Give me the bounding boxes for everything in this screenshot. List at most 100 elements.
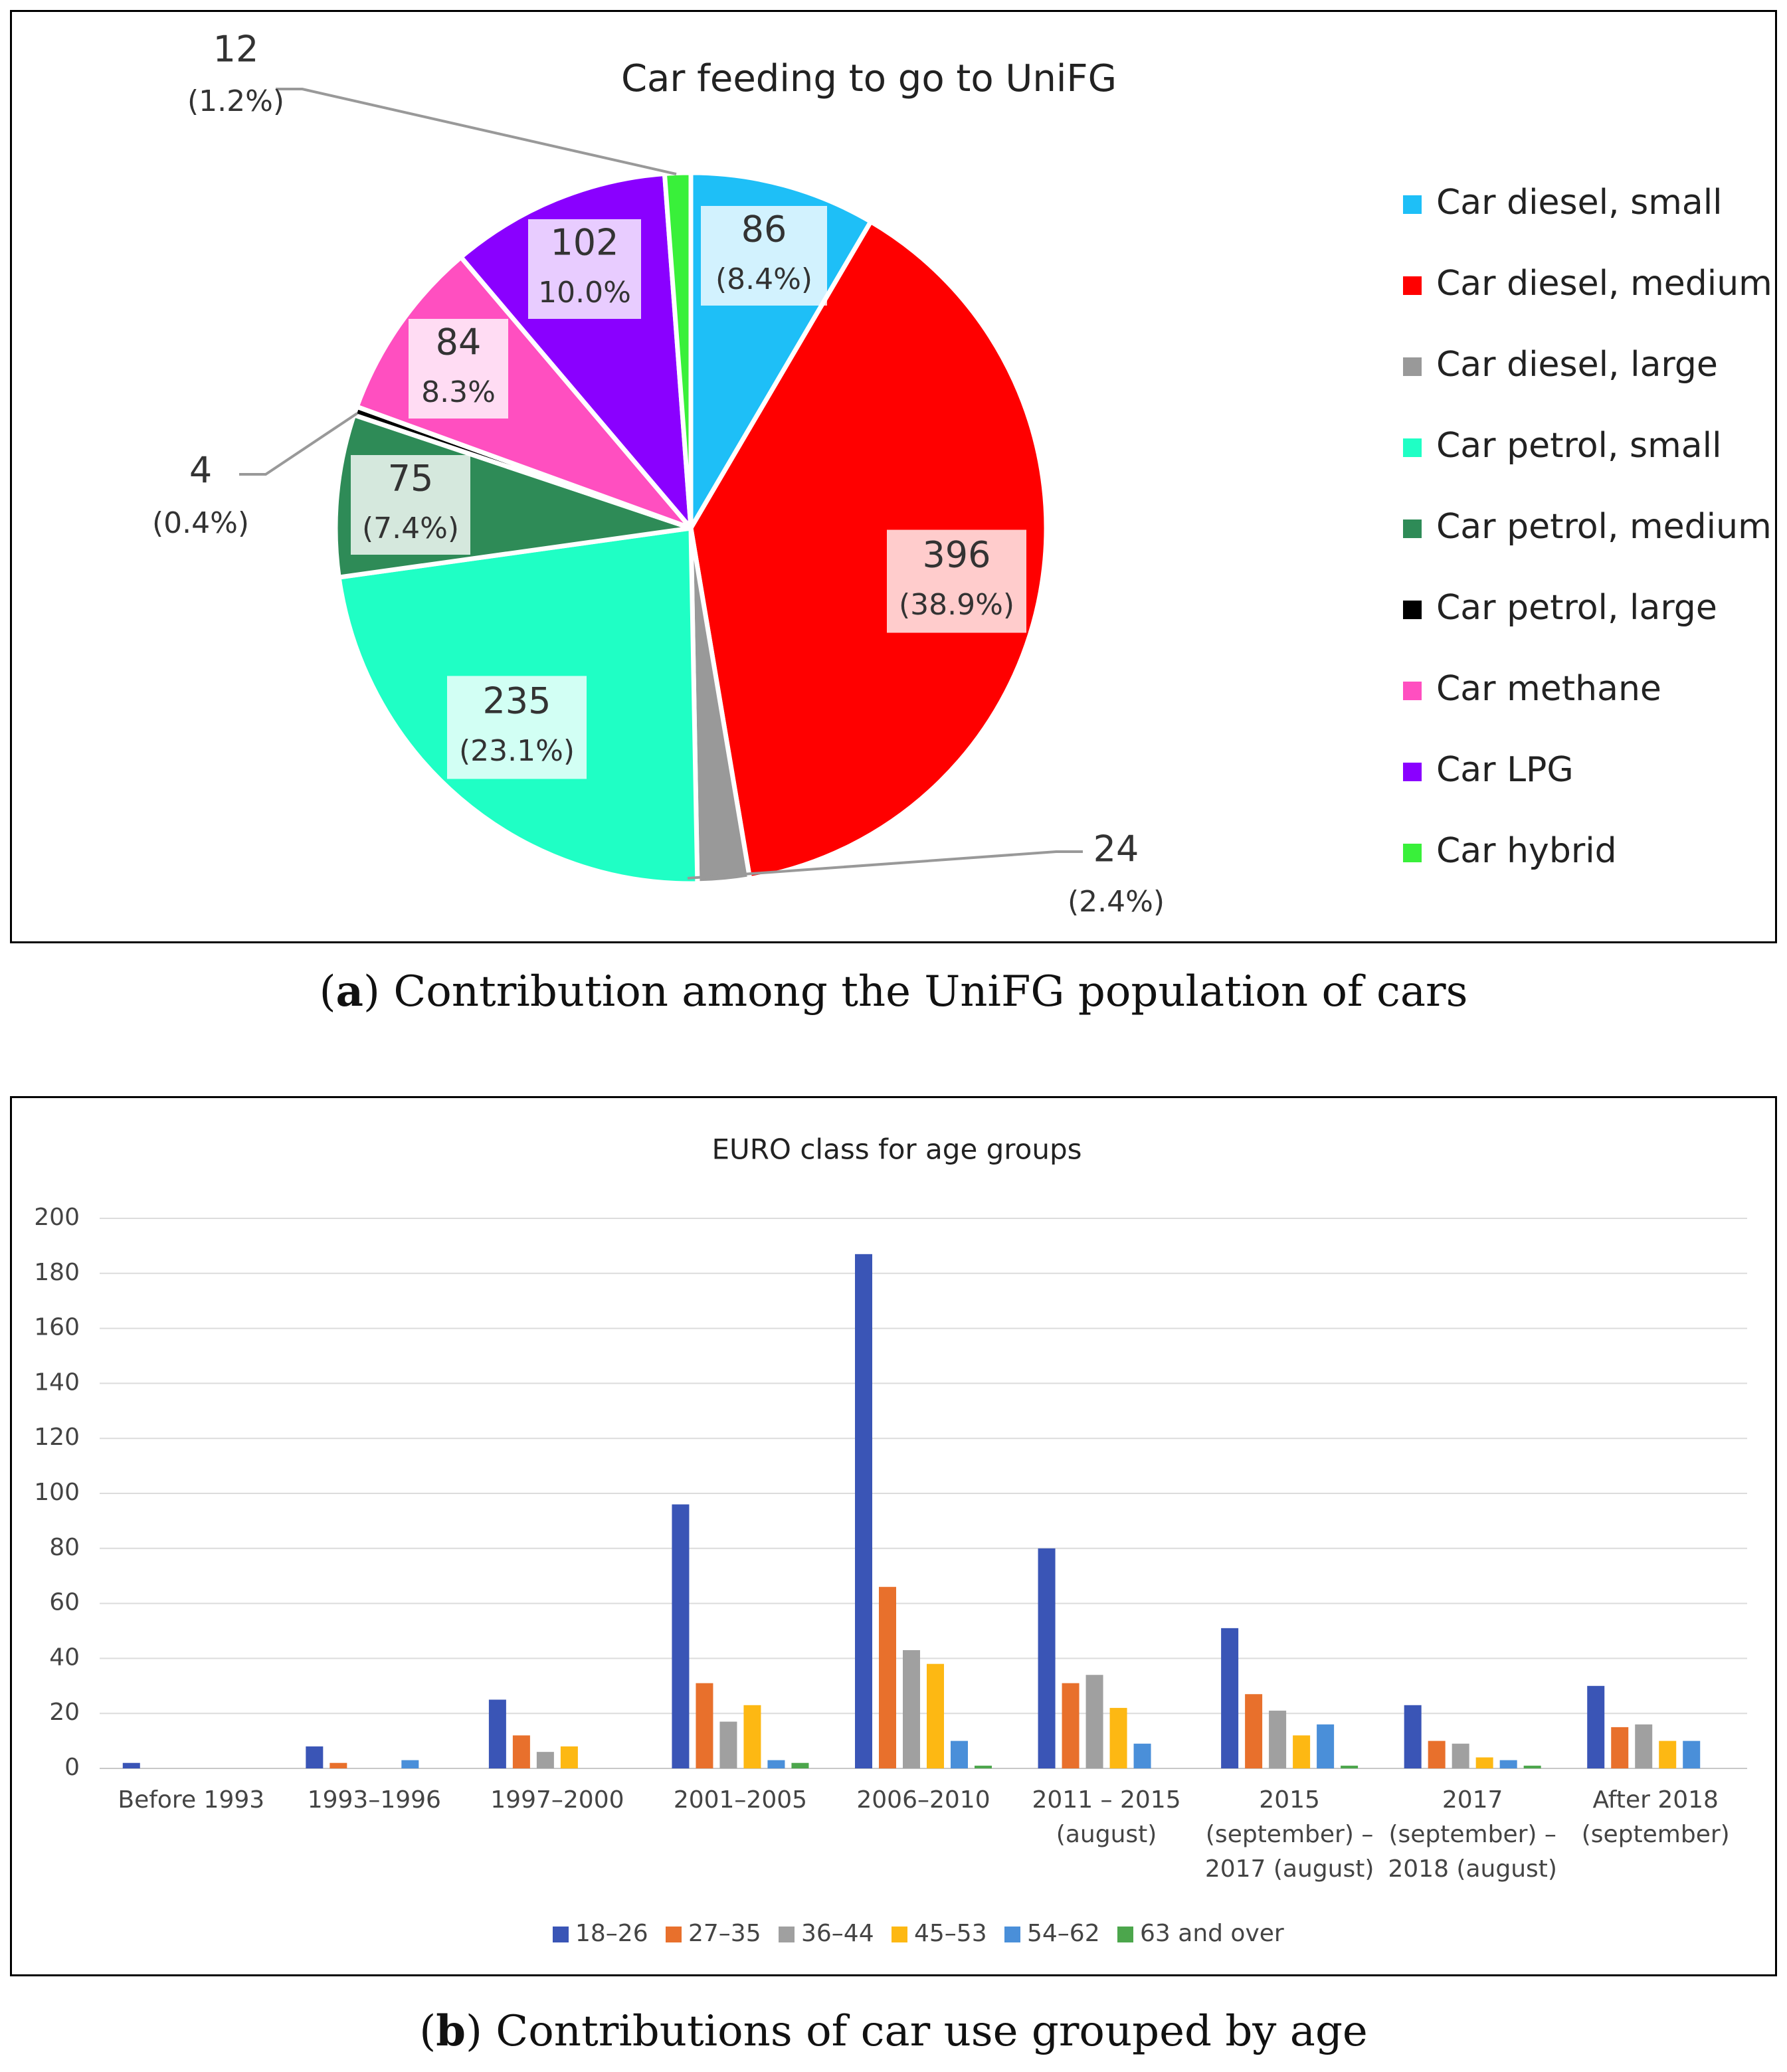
bar-54-62-4 [951, 1741, 968, 1768]
legend-label-18-26: 18–26 [575, 1920, 648, 1947]
legend-label-car-petrol-small: Car petrol, small [1436, 426, 1722, 466]
bar-chart: EURO class for age groups 0 20 40 60 80 100 120… [34, 1133, 1747, 1947]
legend-label-car-hybrid: Car hybrid [1436, 831, 1617, 871]
data-label-pct-car-diesel-medium: (38.9%) [899, 588, 1014, 622]
x-tick-label-1-0: 1993–1996 [308, 1786, 441, 1814]
legend-swatch-car-diesel-medium [1403, 276, 1422, 295]
bar-18-26-4 [855, 1254, 872, 1768]
legend-swatch-car-petrol-large [1403, 601, 1422, 619]
legend-swatch-63-and-over [1117, 1927, 1133, 1942]
data-label-box-car-lpg [528, 219, 641, 319]
legend-swatch-car-lpg [1403, 763, 1422, 781]
legend-swatch-car-petrol-small [1403, 438, 1422, 457]
data-label-value-car-petrol-small: 235 [482, 680, 551, 722]
x-tick-label-5-0: 2011 – 2015 [1032, 1786, 1180, 1814]
data-label-box-car-petrol-small [447, 676, 587, 779]
legend-swatch-car-petrol-medium [1403, 519, 1422, 538]
bar-36-44-8 [1635, 1724, 1653, 1768]
bar-36-44-4 [903, 1649, 920, 1768]
bar-18-26-5 [1038, 1548, 1056, 1768]
y-tick-label-140: 140 [34, 1368, 80, 1396]
bar-18-26-0 [122, 1762, 140, 1768]
bar-54-62-6 [1317, 1724, 1335, 1768]
y-tick-label-80: 80 [49, 1534, 80, 1561]
caption-b-letter: b [436, 2006, 466, 2056]
bar-18-26-2 [488, 1699, 506, 1768]
bar-45-53-2 [560, 1746, 578, 1768]
legend-label-63-and-over: 63 and over [1140, 1920, 1284, 1947]
legend-swatch-54-62 [1004, 1927, 1020, 1942]
data-label-box-car-diesel-medium [887, 529, 1026, 633]
bar-27-35-8 [1611, 1727, 1629, 1768]
data-label-pct-car-lpg: 10.0% [538, 276, 631, 310]
bar-36-44-7 [1452, 1743, 1469, 1768]
pie-slice-car-diesel-medium [688, 219, 1049, 882]
y-tick-label-160: 160 [34, 1314, 80, 1341]
legend-label-54-62: 54–62 [1027, 1920, 1100, 1947]
y-tick-label-0: 0 [64, 1754, 80, 1781]
data-label-box-car-methane [409, 319, 508, 419]
bar-18-26-3 [672, 1504, 690, 1768]
data-label-pct-car-petrol-medium: (7.4%) [362, 512, 459, 545]
data-label-pct-car-diesel-small: (8.4%) [715, 262, 812, 296]
caption-b: (b) Contributions of car use grouped by … [419, 2006, 1368, 2056]
data-label-value-car-diesel-large: 24 [1093, 828, 1139, 870]
legend-label-car-methane: Car methane [1436, 669, 1661, 709]
data-label-value-car-lpg: 102 [550, 222, 618, 264]
bar-45-53-3 [743, 1705, 761, 1768]
bar-27-35-3 [696, 1683, 713, 1768]
pie-title: Car feeding to go to UniFG [621, 57, 1117, 100]
y-tick-label-100: 100 [34, 1479, 80, 1506]
bar-45-53-6 [1293, 1735, 1311, 1768]
bar-54-62-7 [1499, 1760, 1517, 1768]
data-label-box-car-diesel-small [701, 206, 827, 306]
legend-label-car-diesel-small: Car diesel, small [1436, 183, 1723, 223]
data-label-pct-car-petrol-large: (0.4%) [152, 506, 249, 540]
bar-54-62-5 [1133, 1743, 1151, 1768]
bar-45-53-5 [1109, 1707, 1127, 1768]
bar-18-26-8 [1587, 1685, 1605, 1768]
data-label-value-car-petrol-large: 4 [189, 450, 212, 492]
bar-36-44-2 [536, 1752, 554, 1768]
bar-title: EURO class for age groups [711, 1133, 1082, 1166]
bar-45-53-7 [1475, 1757, 1493, 1768]
legend-swatch-36-44 [779, 1927, 795, 1942]
legend-swatch-car-methane [1403, 682, 1422, 700]
bar-27-35-7 [1428, 1741, 1446, 1768]
y-tick-label-60: 60 [49, 1589, 80, 1616]
x-tick-label-2-0: 1997–2000 [490, 1786, 624, 1814]
bar-18-26-7 [1404, 1705, 1422, 1768]
legend-swatch-18-26 [553, 1927, 569, 1942]
bar-chart-panel [10, 1096, 1777, 1976]
x-tick-label-6-0: 2015 [1259, 1786, 1320, 1814]
data-label-pct-car-diesel-large: (2.4%) [1068, 885, 1165, 919]
legend-swatch-27-35 [666, 1927, 682, 1942]
data-label-value-car-diesel-small: 86 [741, 209, 787, 250]
bar-36-44-3 [719, 1721, 737, 1768]
legend-label-car-lpg: Car LPG [1436, 750, 1574, 790]
data-label-value-car-methane: 84 [436, 322, 482, 363]
legend-swatch-car-hybrid [1403, 844, 1422, 862]
data-label-value-car-diesel-medium: 396 [922, 534, 990, 576]
bar-18-26-1 [306, 1746, 324, 1768]
legend-label-car-diesel-large: Car diesel, large [1436, 345, 1718, 385]
bar-27-35-6 [1245, 1694, 1263, 1768]
bar-54-62-8 [1683, 1741, 1701, 1768]
x-tick-label-7-1: (september) – [1388, 1821, 1556, 1848]
legend-label-45-53: 45–53 [914, 1920, 987, 1947]
bar-45-53-4 [927, 1663, 944, 1768]
caption-a-letter: a [335, 967, 363, 1016]
caption-a: (a) Contribution among the UniFG populat… [319, 967, 1468, 1016]
bar-27-35-5 [1062, 1683, 1080, 1768]
y-tick-label-200: 200 [34, 1204, 80, 1231]
y-tick-label-120: 120 [34, 1424, 80, 1451]
bar-63-and-over-7 [1523, 1765, 1541, 1768]
data-label-pct-car-petrol-small: (23.1%) [459, 734, 575, 768]
pie-chart: Car feeding to go to UniFG 86 (8.4%) 396 (38… [152, 29, 1772, 919]
y-tick-label-20: 20 [49, 1699, 80, 1726]
bar-27-35-2 [512, 1735, 530, 1768]
bar-54-62-1 [401, 1760, 419, 1768]
data-label-value-car-hybrid: 12 [213, 29, 259, 70]
leader-line-car-petrol-large [239, 412, 359, 476]
x-tick-label-7-0: 2017 [1442, 1786, 1503, 1814]
